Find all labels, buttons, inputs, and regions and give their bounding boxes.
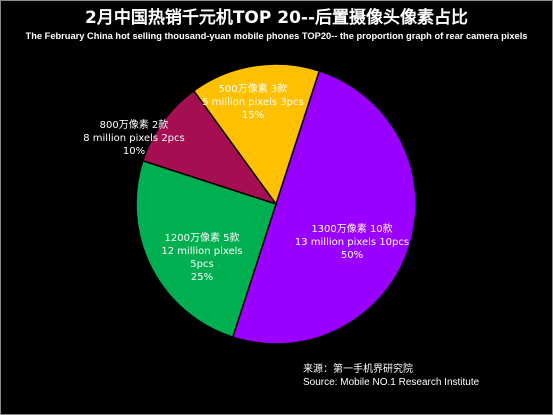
slice-label-line: 15% bbox=[242, 110, 264, 121]
slice-label: 1300万像素 10款 13 million pixels 10pcs 50% bbox=[295, 222, 409, 261]
slice-label-line: 13 million pixels 10pcs bbox=[295, 237, 409, 248]
slice-label-line: 5pcs bbox=[190, 259, 213, 270]
slice-label-line: 10% bbox=[123, 146, 145, 157]
pie-slice bbox=[192, 63, 321, 206]
slice-label-line: 8 million pixels 2pcs bbox=[83, 133, 185, 144]
pie-slices bbox=[135, 63, 417, 345]
pie-slice bbox=[231, 69, 417, 345]
slice-label-line: 12 million pixels bbox=[161, 246, 242, 257]
chart-subtitle: The February China hot selling thousand-… bbox=[25, 31, 528, 41]
pie-labels: 1300万像素 10款 13 million pixels 10pcs 50% 120… bbox=[83, 82, 409, 283]
pie-slice bbox=[141, 89, 278, 206]
slice-label: 800万像素 2款 8 million pixels 2pcs 10% bbox=[83, 118, 185, 157]
slice-label-line: 50% bbox=[341, 250, 363, 261]
slice-label-line: 1200万像素 5款 bbox=[165, 231, 240, 244]
source-line-cn: 来源：第一手机界研究院 bbox=[303, 364, 413, 375]
chart-title: 2月中国热销千元机TOP 20--后置摄像头像素占比 bbox=[84, 8, 469, 28]
slice-label-line: 25% bbox=[191, 272, 213, 283]
source-line-en: Source: Mobile NO.1 Research Institute bbox=[303, 377, 480, 388]
slice-label-line: 1300万像素 10款 bbox=[311, 222, 392, 235]
slice-label: 1200万像素 5款 12 million pixels 5pcs 25% bbox=[161, 231, 242, 283]
slice-label-line: 800万像素 2款 bbox=[100, 118, 169, 131]
source-note: 来源：第一手机界研究院 Source: Mobile NO.1 Research… bbox=[303, 363, 479, 389]
slice-label-line: 5 million pixels 3pcs bbox=[202, 97, 304, 108]
slice-label-line: 500万像素 3款 bbox=[219, 82, 288, 95]
slice-label: 500万像素 3款 5 million pixels 3pcs 15% bbox=[202, 82, 304, 121]
pie-slice bbox=[135, 159, 277, 339]
